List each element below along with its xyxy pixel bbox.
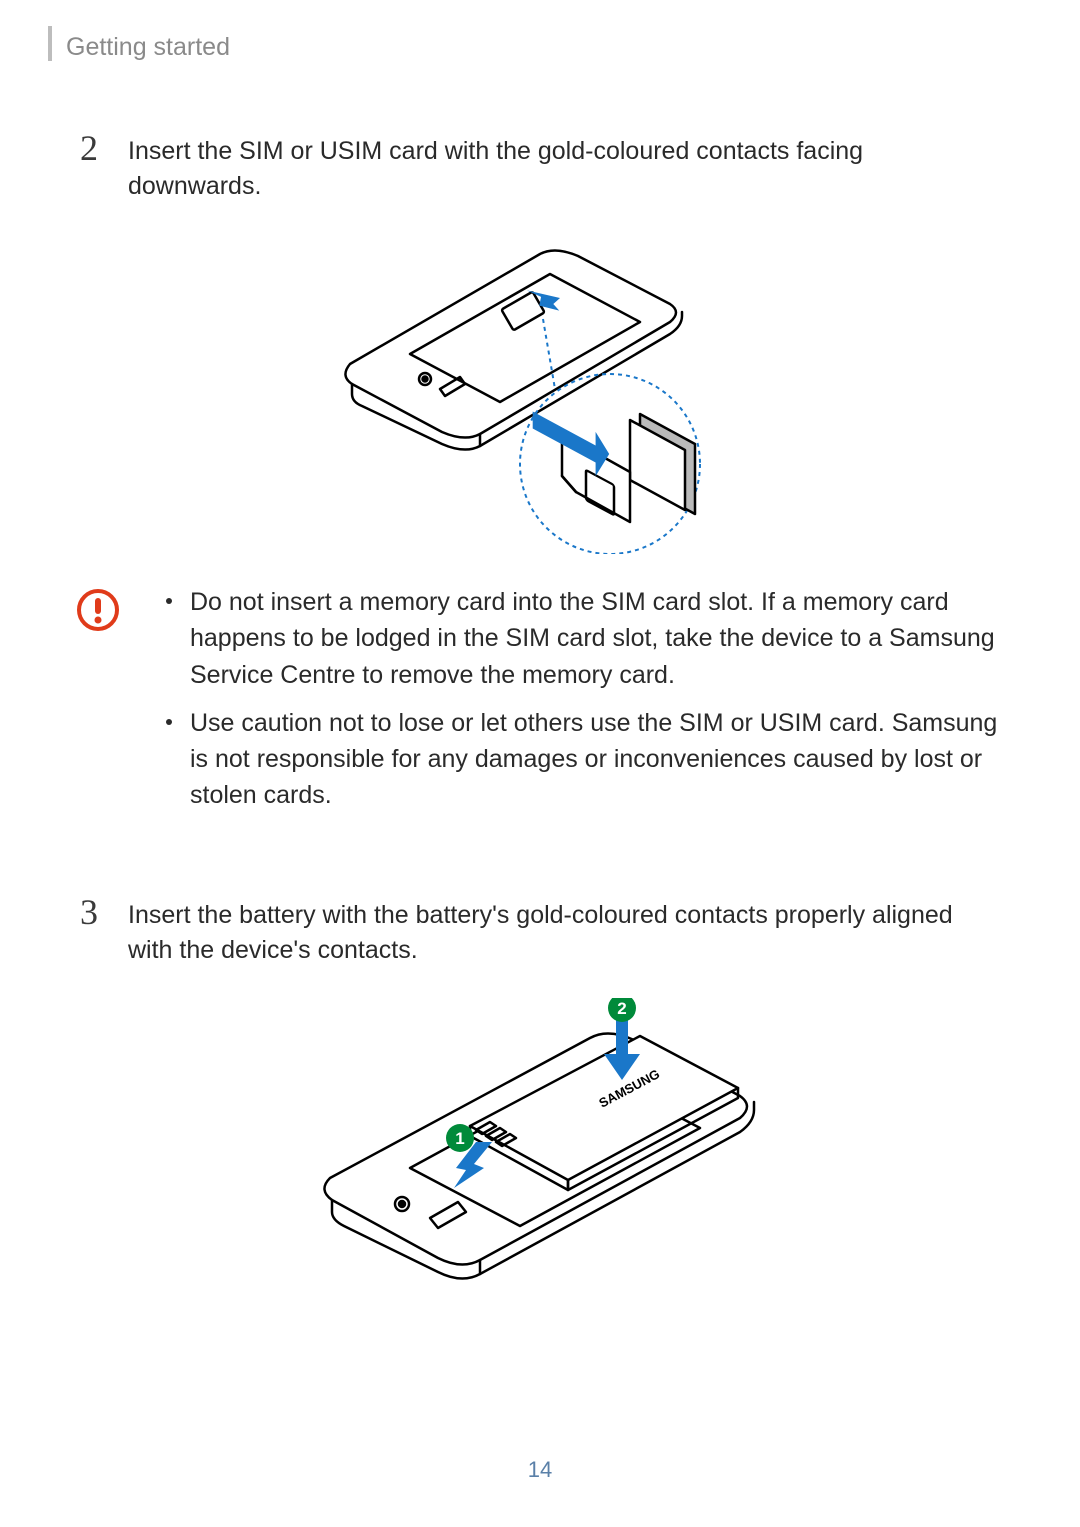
badge-2-text: 2 [617,999,626,1018]
step-3-number: 3 [80,894,118,930]
header-rule [48,26,52,61]
sim-diagram-svg [330,234,750,554]
step-2: 2 Insert the SIM or USIM card with the g… [80,134,1000,204]
caution-bullets: Do not insert a memory card into the SIM… [166,584,1000,826]
step-3: 3 Insert the battery with the battery's … [80,898,1000,968]
bullet-dot-icon [166,598,172,604]
caution-bullet-2: Use caution not to lose or let others us… [166,705,1000,814]
figure-sim-insertion [80,234,1000,554]
caution-callout: Do not insert a memory card into the SIM… [80,584,1000,826]
caution-bullet-1: Do not insert a memory card into the SIM… [166,584,1000,693]
badge-1-text: 1 [455,1129,464,1148]
step-2-number: 2 [80,130,118,166]
caution-bullet-2-text: Use caution not to lose or let others us… [190,705,1000,814]
section-title: Getting started [66,33,1000,62]
bullet-dot-icon [166,719,172,725]
page-number: 14 [0,1457,1080,1483]
caution-icon [76,588,120,637]
page: Getting started 2 Insert the SIM or USIM… [0,0,1080,1527]
figure-battery-insertion: SAMSUNG 1 2 [80,998,1000,1298]
step-3-text: Insert the battery with the battery's go… [128,898,1000,968]
caution-bullet-1-text: Do not insert a memory card into the SIM… [190,584,1000,693]
battery-diagram-svg: SAMSUNG 1 2 [290,998,790,1298]
step-2-text: Insert the SIM or USIM card with the gol… [128,134,1000,204]
